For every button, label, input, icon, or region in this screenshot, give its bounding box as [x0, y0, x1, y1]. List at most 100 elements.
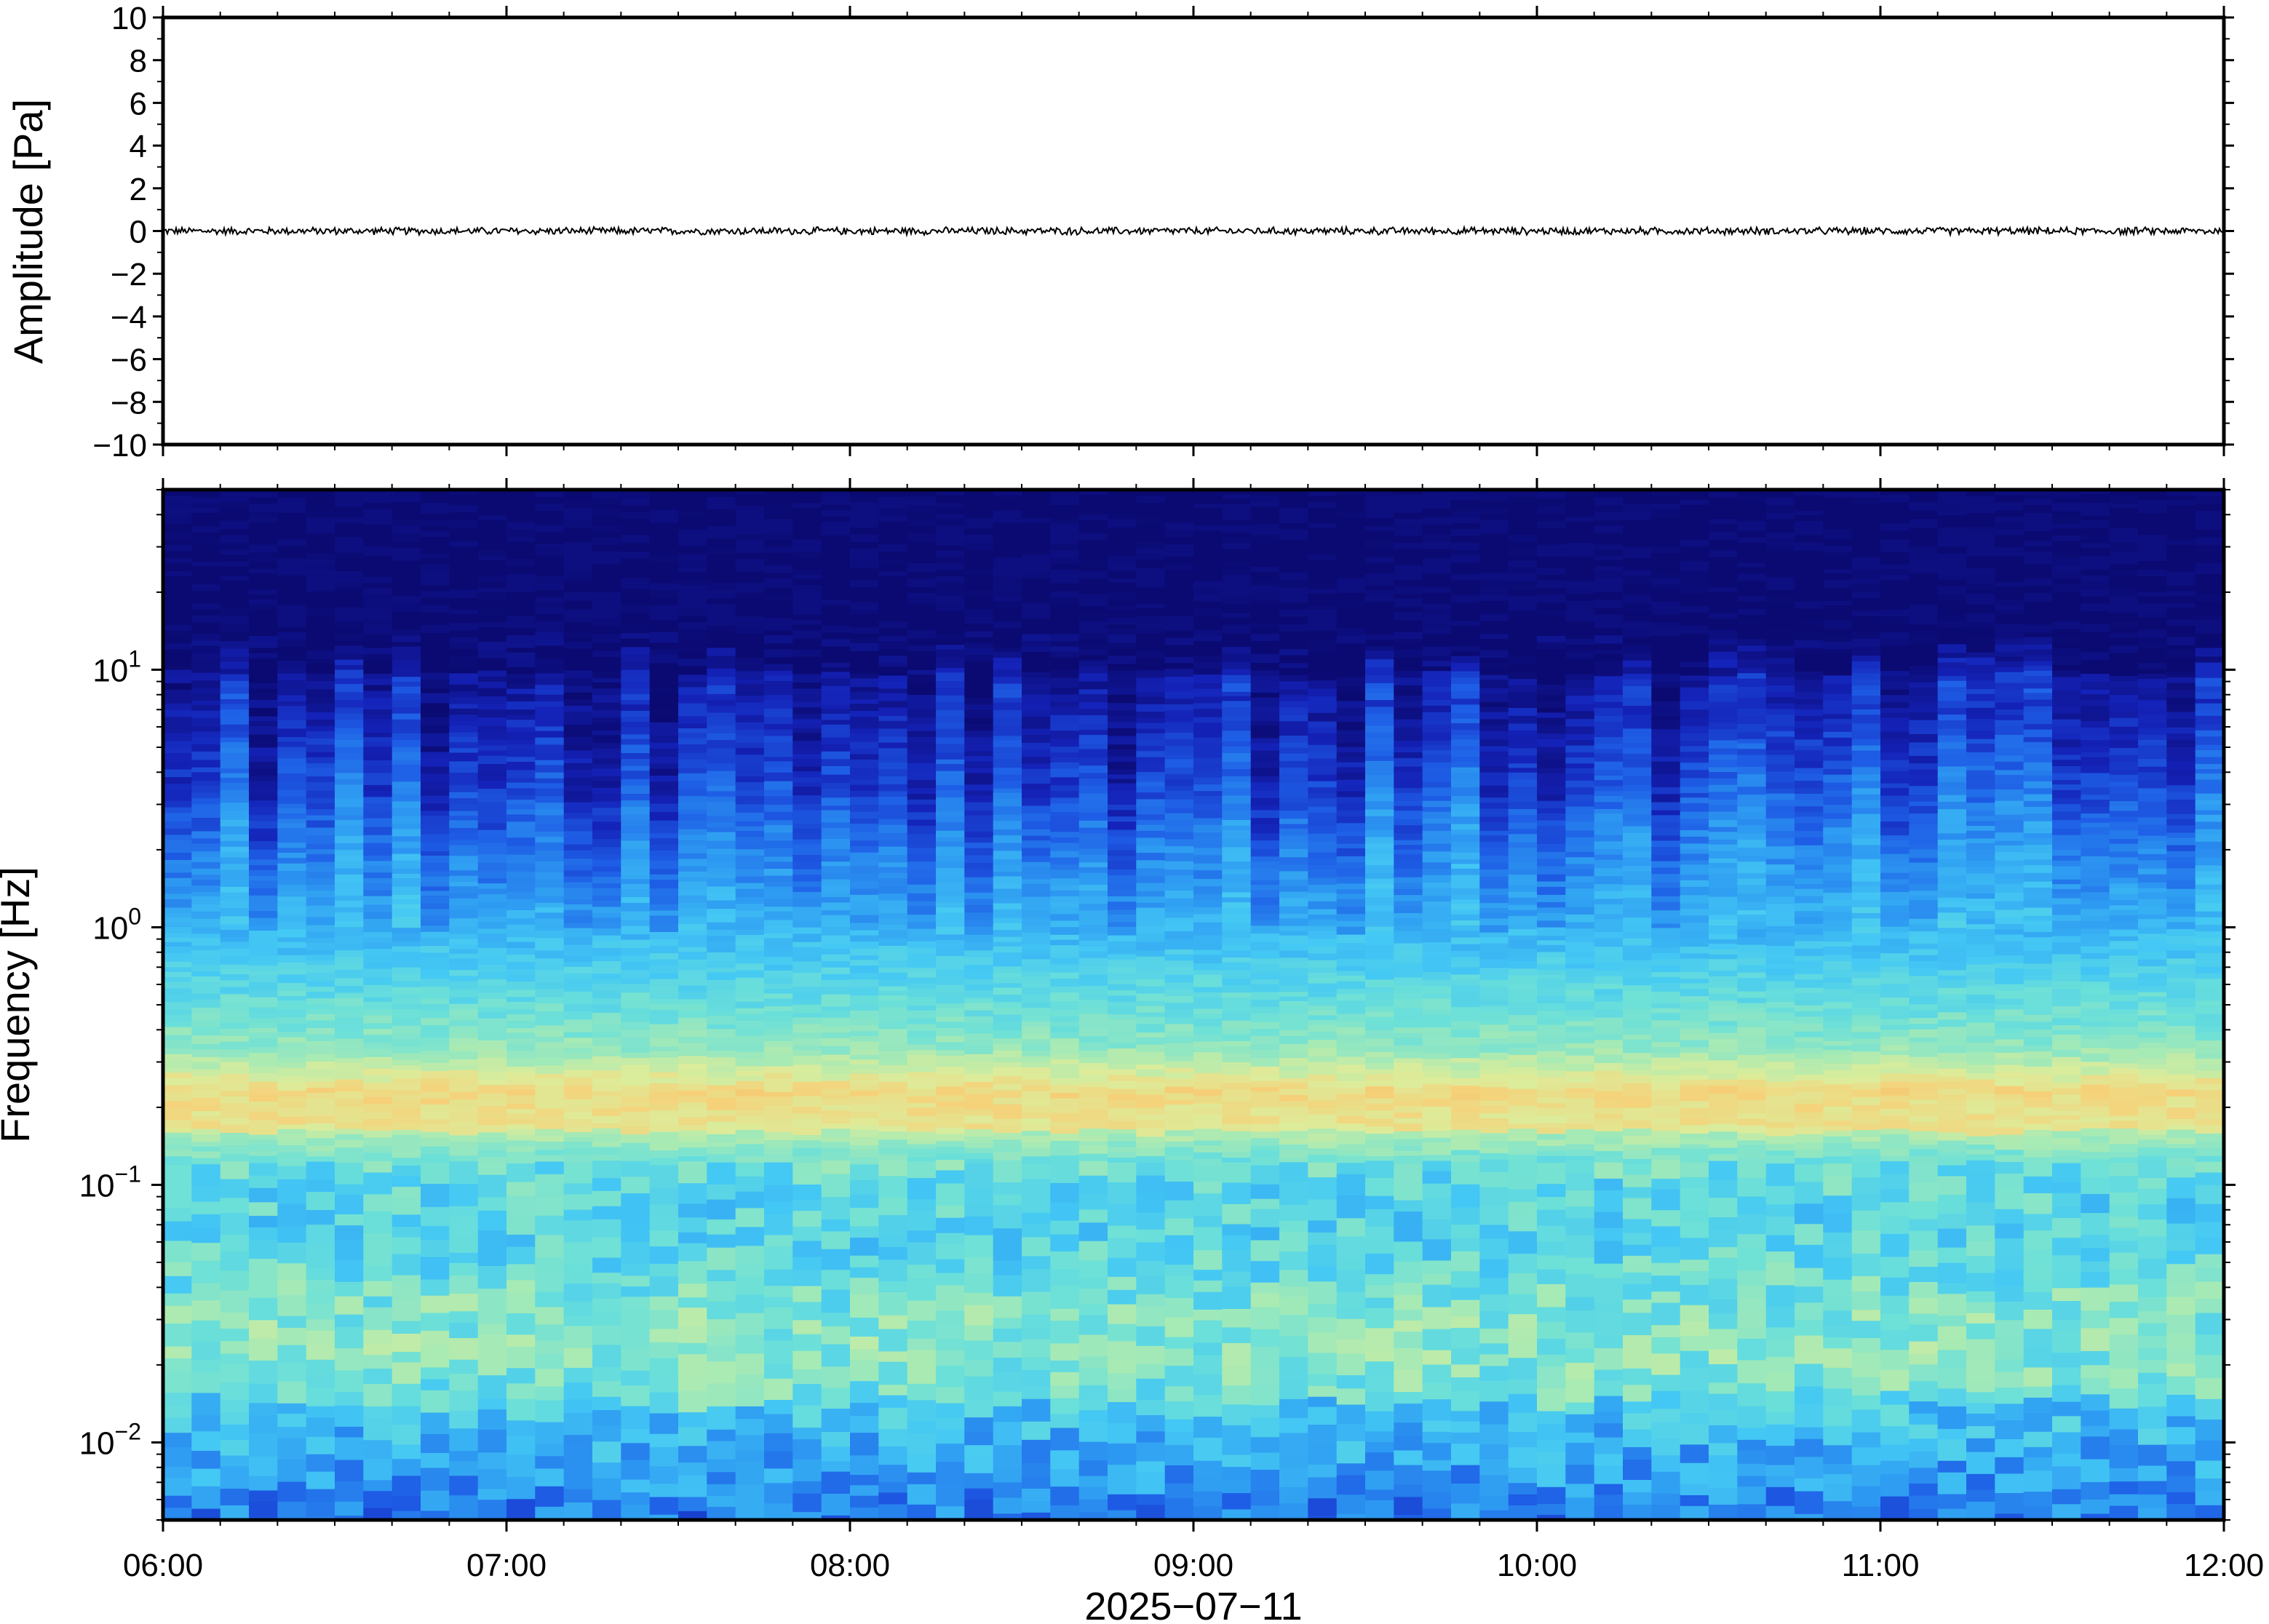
spectrogram-cell: [277, 1438, 307, 1460]
spectrogram-cell: [1164, 624, 1194, 632]
spectrogram-cell: [506, 757, 536, 763]
spectrogram-cell: [592, 1311, 621, 1326]
spectrogram-cell: [678, 947, 707, 952]
spectrogram-cell: [649, 1078, 679, 1084]
spectrogram-cell: [163, 1067, 192, 1073]
spectrogram-cell: [764, 970, 793, 979]
spectrogram-cell: [907, 884, 937, 894]
spectrogram-cell: [936, 1350, 965, 1366]
spectrogram-cell: [1222, 1467, 1252, 1480]
spectrogram-cell: [1222, 707, 1252, 716]
spectrogram-cell: [678, 1142, 707, 1148]
spectrogram-cell: [249, 1227, 278, 1241]
spectrogram-cell: [1022, 861, 1051, 868]
spectrogram-cell: [792, 1439, 822, 1460]
spectrogram-cell: [163, 1072, 192, 1079]
spectrogram-cell: [392, 829, 421, 837]
spectrogram-cell: [1050, 1202, 1080, 1222]
spectrogram-cell: [277, 728, 307, 738]
spectrogram-cell: [335, 1259, 364, 1283]
spectrogram-cell: [592, 618, 621, 627]
spectrogram-cell: [335, 747, 364, 753]
spectrogram-cell: [907, 928, 937, 937]
spectrogram-cell: [878, 755, 908, 763]
spectrogram-cell: [735, 813, 765, 822]
spectrogram-cell: [363, 912, 393, 920]
spectrogram-cell: [936, 837, 965, 843]
spectrogram-cell: [764, 899, 793, 907]
spectrogram-cell: [592, 723, 621, 731]
spectrogram-cell: [707, 763, 736, 772]
spectrogram-cell: [1136, 1115, 1166, 1121]
spectrogram-cell: [1222, 869, 1252, 875]
spectrogram-cell: [421, 946, 450, 953]
spectrogram-cell: [1250, 501, 1280, 508]
spectrogram-cell: [678, 629, 707, 638]
spectrogram-cell: [850, 1349, 879, 1361]
spectrogram-cell: [1022, 829, 1051, 837]
spectrogram-cell: [477, 776, 507, 781]
spectrogram-cell: [392, 987, 421, 995]
spectrogram-cell: [821, 1461, 851, 1473]
spectrogram-cell: [1136, 792, 1166, 800]
spectrogram-cell: [792, 1024, 822, 1033]
spectrogram-cell: [735, 950, 765, 958]
spectrogram-cell: [421, 1038, 450, 1046]
spectrogram-cell: [821, 1142, 851, 1149]
spectrogram-cell: [1250, 958, 1280, 966]
spectrogram-cell: [220, 1290, 250, 1313]
spectrogram-cell: [764, 965, 793, 971]
spectrogram-cell: [477, 883, 507, 890]
spectrogram-cell: [563, 1435, 593, 1446]
spectrogram-cell: [649, 959, 679, 966]
spectrogram-cell: [1078, 666, 1108, 674]
spectrogram-cell: [392, 848, 421, 855]
spectrogram-cell: [1022, 1237, 1051, 1257]
spectrogram-cell: [964, 600, 994, 610]
spectrogram-cell: [678, 1232, 707, 1244]
spectrogram-cell: [1078, 904, 1108, 911]
spectrogram-cell: [1022, 602, 1051, 611]
spectrogram-cell: [735, 1208, 765, 1227]
spectrogram-cell: [1164, 584, 1194, 592]
spectrogram-cell: [792, 1185, 822, 1201]
spectrogram-cell: [506, 918, 536, 926]
spectrogram-cell: [335, 1392, 364, 1406]
spectrogram-cell: [735, 790, 765, 797]
spectrogram-cell: [678, 877, 707, 883]
spectrogram-cell: [964, 670, 994, 679]
spectrogram-cell: [563, 692, 593, 700]
spectrogram-cell: [449, 1275, 479, 1294]
spectrogram-cell: [1222, 985, 1252, 993]
spectrogram-cell: [821, 691, 851, 699]
spectrogram-cell: [850, 1149, 879, 1158]
spectrogram-cell: [735, 1044, 765, 1053]
spectrogram-cell: [191, 1035, 221, 1045]
spectrogram-cell: [249, 648, 278, 654]
spectrogram-cell: [993, 1372, 1022, 1393]
spectrogram-cell: [1022, 1256, 1051, 1270]
spectrogram-cell: [1078, 1441, 1108, 1461]
spectrogram-cell: [1022, 1008, 1051, 1017]
spectrogram-cell: [621, 833, 651, 841]
spectrogram-cell: [1050, 1078, 1080, 1086]
spectrogram-cell: [306, 797, 335, 804]
spectrogram-cell: [993, 510, 1022, 519]
spectrogram-cell: [964, 655, 994, 662]
spectrogram-cell: [993, 1133, 1022, 1140]
spectrogram-cell: [363, 1056, 393, 1063]
spectrogram-cell: [191, 503, 221, 509]
spectrogram-cell: [1136, 692, 1166, 698]
spectrogram-cell: [621, 694, 651, 701]
spectrogram-cell: [964, 683, 994, 693]
spectrogram-cell: [907, 674, 937, 684]
spectrogram-cell: [421, 1331, 450, 1345]
spectrogram-cell: [1108, 1324, 1137, 1342]
spectrogram-cell: [707, 1142, 736, 1147]
spectrogram-cell: [535, 902, 565, 908]
spectrogram-cell: [563, 1194, 593, 1211]
spectrogram-cell: [878, 641, 908, 650]
spectrogram-cell: [649, 1484, 679, 1498]
spectrogram-cell: [363, 704, 393, 710]
spectrogram-cell: [306, 955, 335, 961]
